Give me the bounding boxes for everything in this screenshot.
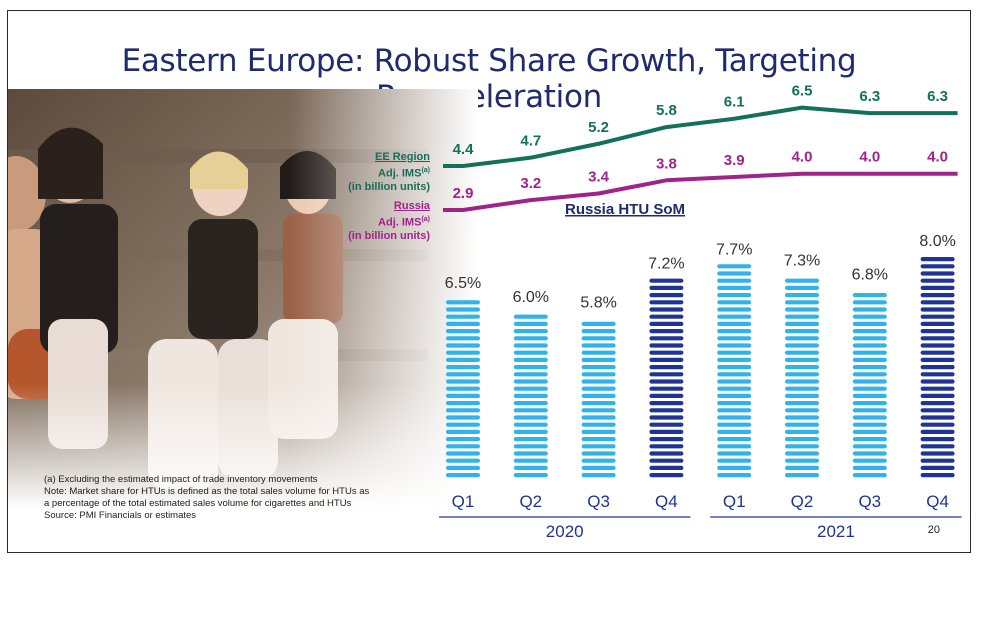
ee-line-label: 5.8 — [656, 102, 677, 119]
russia-line-label: 3.9 — [724, 152, 745, 169]
people-photo — [8, 89, 478, 509]
legend-ee-region: EE Region Adj. IMS(a) (in billion units) — [338, 151, 430, 194]
russia-line-label: 4.0 — [927, 149, 948, 166]
russia-line-label: 3.4 — [588, 169, 610, 186]
bar-q2-y2 — [785, 278, 819, 478]
legend-ee-unit: (in billion units) — [348, 180, 430, 193]
year-label: 2020 — [546, 522, 584, 541]
x-tick-label: Q1 — [452, 492, 475, 511]
htu-som-chart: 6.5% 6.0% 5.8% 7.2% 7.7% 7.3% 6.8% 8.0% Russia H… — [439, 83, 962, 541]
ee-line-label: 6.5 — [792, 83, 813, 100]
bar-label: 7.2% — [648, 255, 684, 272]
bar-q3-y2 — [852, 293, 887, 478]
ee-line — [443, 105, 958, 168]
bar-q4-y2 — [920, 257, 955, 478]
bar-label: 6.8% — [852, 266, 888, 283]
russia-line-label: 4.0 — [792, 149, 813, 166]
legend-ee-metric: Adj. IMS — [378, 167, 422, 180]
ee-line-label: 4.4 — [453, 141, 475, 158]
legend-russia-sup: (a) — [421, 216, 430, 223]
bar-label: 5.8% — [580, 294, 616, 311]
ee-line-label: 6.1 — [724, 94, 745, 111]
legend-russia-name: Russia — [393, 200, 430, 212]
bar-label: 6.5% — [445, 275, 481, 292]
footnotes: (a) Excluding the estimated impact of tr… — [44, 474, 374, 522]
russia-line-label: 4.0 — [859, 149, 880, 166]
ee-line-label: 6.3 — [859, 88, 880, 105]
bar-q3-y1 — [581, 321, 616, 478]
page-number: 20 — [927, 524, 940, 536]
x-tick-label: Q3 — [858, 492, 881, 511]
x-tick-label: Q2 — [791, 492, 814, 511]
legend-ee-name: EE Region — [374, 151, 430, 163]
ee-line-label: 4.7 — [520, 133, 541, 150]
bar-q1-y1 — [446, 300, 480, 478]
bar-label: 7.3% — [784, 253, 820, 270]
russia-line-label: 3.2 — [520, 175, 541, 192]
slide: Eastern Europe: Robust Share Growth, Tar… — [7, 10, 971, 553]
x-tick-label: Q3 — [587, 492, 610, 511]
legend-russia-metric: Adj. IMS — [378, 216, 422, 229]
chart-title: Russia HTU SoM — [565, 201, 685, 218]
page-title: Eastern Europe: Robust Share Growth, Tar… — [121, 43, 857, 115]
russia-line-label: 3.8 — [656, 155, 677, 172]
legend-russia-unit: (in billion units) — [348, 229, 430, 242]
x-tick-label: Q4 — [926, 492, 949, 511]
x-tick-label: Q2 — [519, 492, 542, 511]
bar-q2-y1 — [513, 314, 548, 478]
bar-label: 7.7% — [716, 241, 752, 258]
footnote-source: Source: PMI Financials or estimates — [44, 510, 197, 521]
bar-label: 8.0% — [919, 233, 955, 250]
russia-line-label: 2.9 — [453, 185, 474, 202]
russia-line — [443, 171, 958, 212]
year-label: 2021 — [817, 522, 855, 541]
ee-line-label: 6.3 — [927, 88, 948, 105]
bar-q1-y2 — [717, 264, 752, 478]
legend-russia: Russia Adj. IMS(a) (in billion units) — [338, 200, 430, 243]
legend-ee-sup: (a) — [421, 167, 430, 174]
footnote-a: (a) Excluding the estimated impact of tr… — [44, 474, 318, 485]
bar-q4-y1 — [649, 278, 684, 478]
bar-label: 6.0% — [513, 289, 549, 306]
x-tick-label: Q1 — [723, 492, 746, 511]
footnote-note: Note: Market share for HTUs is defined a… — [44, 486, 370, 509]
ee-line-label: 5.2 — [588, 119, 609, 136]
x-tick-label: Q4 — [655, 492, 678, 511]
